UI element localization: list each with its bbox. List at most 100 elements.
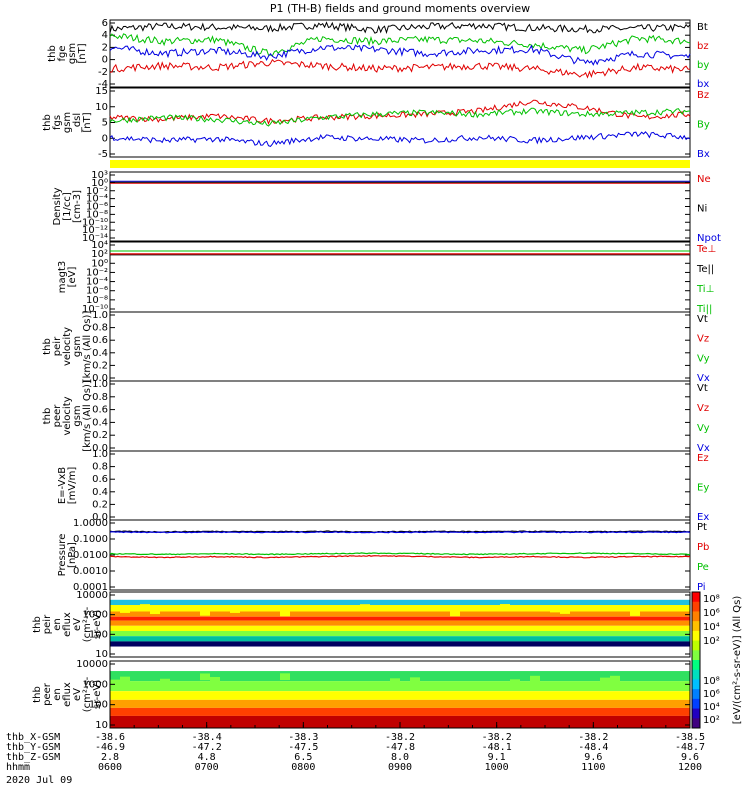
legend-Ey: Ey (697, 483, 709, 494)
y-tick-label: 0 (102, 55, 108, 66)
heat-cell (160, 678, 170, 686)
x-value: 9.6 (584, 752, 602, 763)
y-tick-label: 10⁻⁴ (86, 277, 108, 288)
y-axis-label: fge (57, 45, 68, 61)
panel-6: 1.0 0.8 0.60.4 0.2 0.0 thb peer velocity gsm [km/… (42, 379, 710, 454)
y-axis-label: velocity (62, 327, 73, 366)
x-value: -38.2 (482, 732, 512, 743)
panel-8: 1.0000 0.1000 0.0100 0.0010 0.0001 Pressure [n… (57, 518, 709, 593)
x-value: -38.2 (385, 732, 415, 743)
y-axis-label: eflux (62, 612, 73, 637)
y-tick-label: 10⁻¹⁰ (82, 304, 108, 315)
y-tick-label: 10⁻² (86, 267, 108, 278)
legend-Te||: Te|| (696, 264, 714, 275)
legend-Pe: Pe (697, 562, 709, 573)
y-axis-label: en (52, 618, 63, 631)
y-axis-label: thb (32, 686, 43, 703)
legend-Vz: Vz (697, 334, 709, 345)
y-tick-label: 10⁻¹² (82, 225, 108, 236)
heat-cell (550, 605, 560, 613)
heat-cell (280, 673, 290, 681)
quality-flag-bar (110, 160, 690, 168)
y-tick-label: 10² (91, 249, 108, 260)
colorbar-segment (692, 660, 700, 671)
legend-Ez: Ez (697, 453, 709, 464)
x-value: 0600 (98, 762, 122, 773)
panel-frame (109, 87, 691, 158)
colorbar-tick: 10⁸ (703, 594, 720, 605)
colorbar-tick: 10² (703, 636, 720, 647)
panel-1: 642 0-2-4 thb fge gsm [nT] Bt bz by bx (47, 18, 709, 90)
heat-cell (510, 679, 520, 687)
heat-band (110, 707, 690, 716)
y-tick-label: 0.0100 (73, 550, 108, 561)
legend-Ne: Ne (697, 174, 711, 185)
date-label: 2020 Jul 09 (6, 775, 72, 786)
legend-Vy: Vy (697, 423, 710, 434)
series-Bt (109, 21, 691, 35)
legend-Npot: Npot (697, 233, 721, 244)
colorbar-tick: 10⁶ (703, 608, 720, 619)
y-tick-label: 0.0 (92, 512, 108, 523)
y-axis-label: [cm-3] (72, 190, 83, 223)
x-value: 0800 (291, 762, 315, 773)
y-tick-label: 0.6 (92, 474, 108, 485)
x-value: 1200 (678, 762, 702, 773)
colorbar-segment (692, 621, 700, 632)
legend-Vx: Vx (697, 373, 710, 384)
y-axis-label: eV (72, 618, 83, 631)
y-tick-label: 5 (102, 118, 108, 129)
x-row-label: hhmm (6, 762, 30, 773)
heat-cell (390, 678, 400, 686)
y-tick-label: 10000 (76, 590, 108, 601)
heat-cell (120, 606, 130, 613)
y-axis-label: peer (42, 682, 53, 706)
y-axis-label: peir (52, 336, 63, 356)
y-tick-label: 100 (89, 700, 108, 711)
y-axis-label: en (52, 688, 63, 701)
heat-cell (410, 677, 420, 685)
y-tick-label: 10⁻⁶ (86, 202, 108, 213)
colorbar: 10⁸ 10⁶ 10⁴ 10² 10⁸ 10⁶ 10⁴ 10² [eV/(cm²-s-sr-eV… (691, 591, 743, 729)
x-row-label: thb_Z-GSM (6, 752, 60, 763)
y-tick-label: 2 (102, 42, 108, 53)
y-axis-label: [km/s (All Qs)] (82, 311, 93, 383)
y-tick-label: 10 (95, 102, 108, 113)
y-axis-label: fgs (52, 115, 63, 130)
panel-frame (109, 380, 691, 452)
y-tick-label: 10⁰ (91, 178, 108, 189)
heat-band (110, 631, 690, 637)
legend-Pt: Pt (697, 522, 707, 533)
y-axis-label: [nT] (82, 112, 93, 132)
y-axis-label: peer (52, 404, 63, 428)
colorbar-segment (692, 679, 700, 690)
y-tick-label: 10⁻² (86, 186, 108, 197)
x-value: 6.5 (294, 752, 312, 763)
x-row-label: thb_Y-GSM (6, 742, 60, 753)
heat-band (110, 592, 690, 600)
y-tick-label: 0.6 (92, 405, 108, 416)
y-tick-label: 0 (102, 133, 108, 144)
y-tick-label: 10⁻⁸ (86, 295, 108, 306)
y-axis-label: peir (42, 614, 53, 634)
heat-cell (200, 673, 210, 681)
y-tick-label: 10⁰ (91, 258, 108, 269)
legend-Ni: Ni (697, 204, 707, 215)
y-tick-label: 0.6 (92, 335, 108, 346)
y-tick-label: -5 (98, 149, 108, 160)
y-tick-label: 0.0010 (73, 566, 108, 577)
y-axis-label: thb (32, 616, 43, 633)
y-tick-label: 0.4 (92, 348, 108, 359)
x-value: 2.8 (101, 752, 119, 763)
heat-cell (450, 609, 460, 617)
y-tick-label: 10⁴ (91, 240, 108, 251)
y-axis-label: [1/cc] (62, 192, 73, 221)
legend-Ti||: Ti|| (696, 304, 712, 315)
colorbar-segment (692, 630, 700, 642)
y-axis-label: (cm²-s- (82, 606, 93, 642)
x-value: -46.9 (95, 742, 125, 753)
series-bz (109, 58, 691, 79)
heat-band (110, 715, 690, 728)
